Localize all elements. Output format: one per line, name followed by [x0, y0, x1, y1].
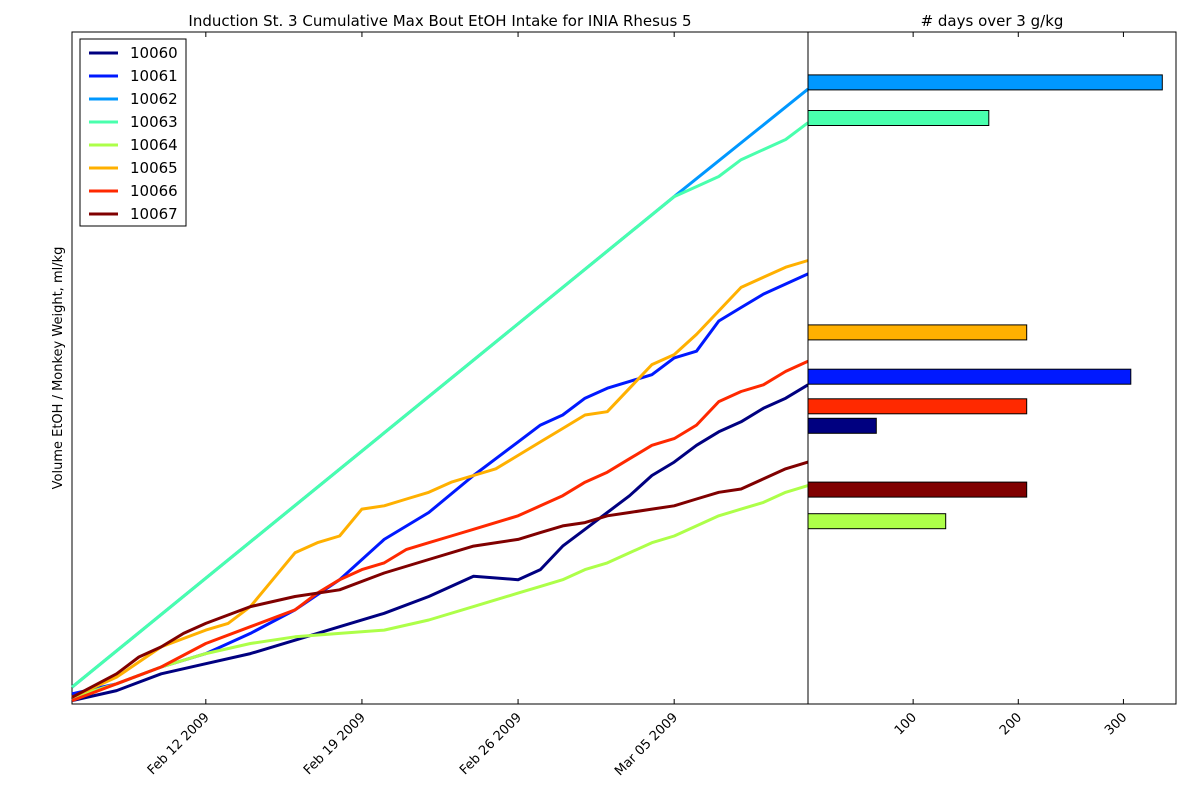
series-line-10064 — [71, 484, 809, 699]
series-line-10067 — [71, 460, 809, 699]
x-tick-label: Feb 19 2009 — [301, 710, 369, 778]
bar-chart-title: # days over 3 g/kg — [921, 12, 1064, 30]
line-chart-series — [71, 87, 809, 703]
series-line-10060 — [71, 383, 809, 703]
bar-10063 — [807, 110, 990, 126]
bar-chart-axes — [807, 31, 1177, 705]
x-tick-label: Mar 05 2009 — [612, 710, 681, 779]
legend-label-10066: 10066 — [130, 182, 178, 200]
legend-label-10063: 10063 — [130, 113, 178, 131]
bar-chart-bars — [807, 74, 1163, 530]
bar-10060 — [807, 417, 877, 434]
legend-label-10062: 10062 — [130, 90, 178, 108]
legend: 10060 10061 10062 10063 10064 10065 10066 10067 — [79, 38, 187, 227]
legend-label-10061: 10061 — [130, 67, 178, 85]
legend-label-10065: 10065 — [130, 159, 178, 177]
x-tick-label: Feb 26 2009 — [457, 710, 525, 778]
series-line-10061 — [71, 272, 809, 696]
bar-10062 — [807, 74, 1163, 91]
line-chart-title: Induction St. 3 Cumulative Max Bout EtOH… — [188, 12, 691, 30]
days-over-threshold-bar-chart: 100 200 300 # days over 3 g/kg — [807, 12, 1177, 738]
x-tick-label: Feb 12 2009 — [145, 710, 213, 778]
bar-10067 — [807, 481, 1028, 498]
bar-10066 — [807, 398, 1028, 415]
bar-x-tick-label: 100 — [892, 710, 920, 738]
bar-10064 — [807, 513, 947, 530]
legend-box — [79, 38, 187, 227]
series-line-10063 — [71, 121, 809, 689]
bar-10061 — [807, 368, 1132, 385]
bar-10065 — [807, 324, 1028, 341]
legend-label-10067: 10067 — [130, 205, 178, 223]
legend-label-10060: 10060 — [130, 44, 178, 62]
legend-items: 10060 10061 10062 10063 10064 10065 10066 10067 — [89, 44, 178, 223]
legend-label-10064: 10064 — [130, 136, 178, 154]
bar-x-tick-label: 300 — [1102, 710, 1130, 738]
line-chart-y-axis-label: Volume EtOH / Monkey Weight, ml/kg — [51, 247, 66, 490]
cumulative-intake-line-chart: Feb 12 2009 Feb 19 2009 Feb 26 2009 Mar 05 … — [51, 12, 809, 779]
bar-x-tick-label: 200 — [997, 710, 1025, 738]
series-line-10066 — [71, 359, 809, 703]
